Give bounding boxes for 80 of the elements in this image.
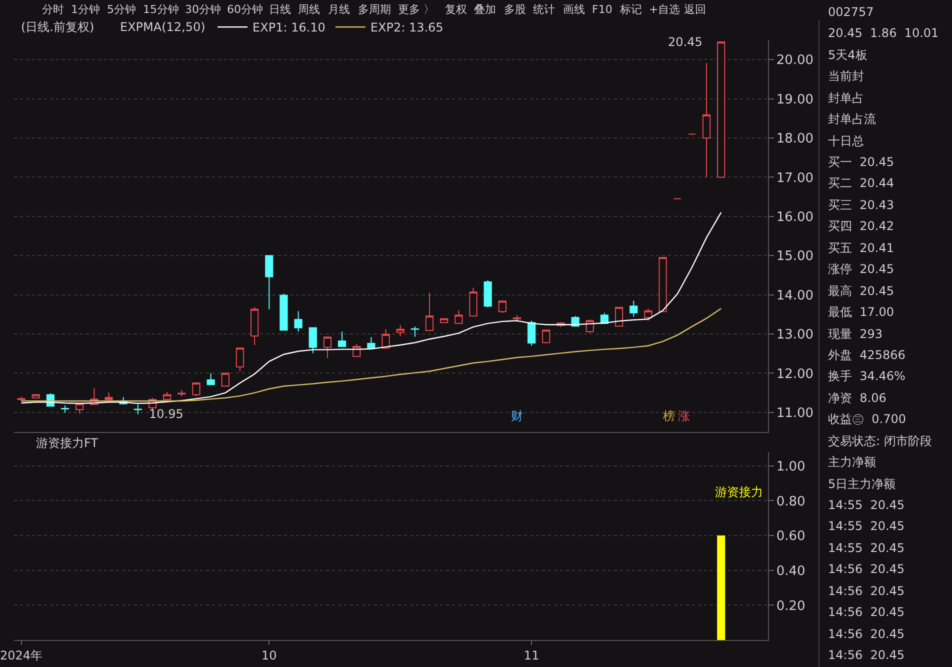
text: 收益㊂ 0.700: [828, 412, 906, 426]
y-tick-label: 14.00: [776, 288, 814, 304]
y-tick-label: 20.00: [776, 53, 814, 68]
legend-label: EXP1: 16.10: [252, 20, 326, 35]
text: 14:56 20.45: [828, 562, 905, 576]
x-tick-label: 11: [524, 648, 540, 662]
text: 换手 34.46%: [828, 369, 906, 383]
y-tick-label: 1.00: [776, 459, 806, 474]
text: 买五 20.41: [828, 241, 894, 255]
y-tick-label: 19.00: [776, 92, 814, 108]
text: 14:55 20.45: [828, 541, 905, 555]
y-tick-label: 18.00: [776, 132, 814, 147]
text: 最低 17.00: [828, 305, 894, 319]
text: 14:55 20.45: [828, 498, 905, 512]
chart-subtitle: EXPMA(12,50): [120, 20, 206, 34]
text: 买三 20.43: [828, 198, 894, 212]
text: 主力净额: [828, 455, 876, 469]
chart-title: (日线.前复权): [21, 20, 94, 34]
text: 多股: [504, 3, 526, 16]
text: 更多 〉: [398, 3, 434, 16]
y-tick-label: 0.80: [776, 494, 806, 510]
text: 游资接力: [715, 485, 763, 499]
text: 30分钟: [185, 3, 221, 16]
text: 多周期: [358, 3, 391, 16]
text: 统计: [533, 3, 555, 16]
text: 画线: [563, 3, 585, 16]
text: 5天4板: [828, 48, 868, 62]
annotation: 10.95: [149, 407, 184, 421]
text: 14:56 20.45: [828, 584, 905, 598]
y-tick-label: 0.20: [776, 598, 806, 614]
y-tick-label: 11.00: [776, 406, 814, 421]
text: 60分钟: [227, 3, 263, 16]
text: 十日总: [828, 134, 864, 148]
text: 14:55 20.45: [828, 519, 905, 533]
text: 14:56 20.45: [828, 648, 905, 662]
legend-label: EXP2: 13.65: [370, 20, 444, 35]
text: 1分钟: [71, 3, 100, 16]
y-tick-label: 16.00: [776, 210, 814, 225]
text: 封单占: [828, 91, 864, 105]
text: 月线: [328, 3, 350, 16]
y-tick-label: 0.40: [776, 564, 806, 579]
annotation: 涨: [678, 409, 690, 423]
text: 返回: [684, 3, 706, 16]
text: 周线: [298, 3, 320, 16]
text: 买四 20.42: [828, 219, 894, 233]
text: 5分钟: [107, 3, 136, 16]
text: 当前封: [828, 69, 864, 83]
text: 分时: [42, 3, 64, 16]
text: 现量 293: [828, 327, 883, 341]
text: 14:56 20.45: [828, 605, 905, 619]
text: 复权: [445, 3, 467, 16]
y-tick-label: 12.00: [776, 366, 814, 382]
y-tick-label: 13.00: [776, 328, 814, 343]
text: 20.45 1.86 10.01: [828, 26, 939, 40]
text: 最高 20.45: [828, 284, 894, 298]
text: 002757: [828, 5, 874, 19]
text: F10: [592, 3, 612, 16]
text: 买二 20.44: [828, 176, 894, 190]
text: 14:56 20.45: [828, 627, 905, 641]
text: 5日主力净额: [828, 477, 896, 491]
text: 外盘 425866: [828, 348, 906, 362]
x-tick-label: 2024年: [0, 648, 43, 662]
text: 标记: [619, 3, 642, 16]
y-tick-label: 17.00: [776, 170, 814, 186]
annotation: 财: [511, 409, 523, 423]
text: 交易状态: 闭市阶段: [828, 434, 932, 448]
text: 叠加: [474, 3, 496, 16]
annotation: 榜: [663, 409, 675, 423]
text: 净资 8.06: [828, 391, 886, 405]
y-tick-label: 0.60: [776, 529, 806, 544]
text: 15分钟: [143, 3, 179, 16]
annotation: 20.45: [668, 35, 702, 49]
text: 买一 20.45: [828, 155, 894, 169]
text: 涨停 20.45: [828, 262, 894, 276]
x-tick-label: 10: [262, 648, 277, 662]
text: 日线: [269, 3, 291, 16]
y-tick-label: 15.00: [776, 249, 814, 264]
chart-title: 游资接力FT: [36, 436, 99, 450]
text: +自选: [649, 3, 680, 16]
text: 封单占流: [828, 112, 876, 126]
